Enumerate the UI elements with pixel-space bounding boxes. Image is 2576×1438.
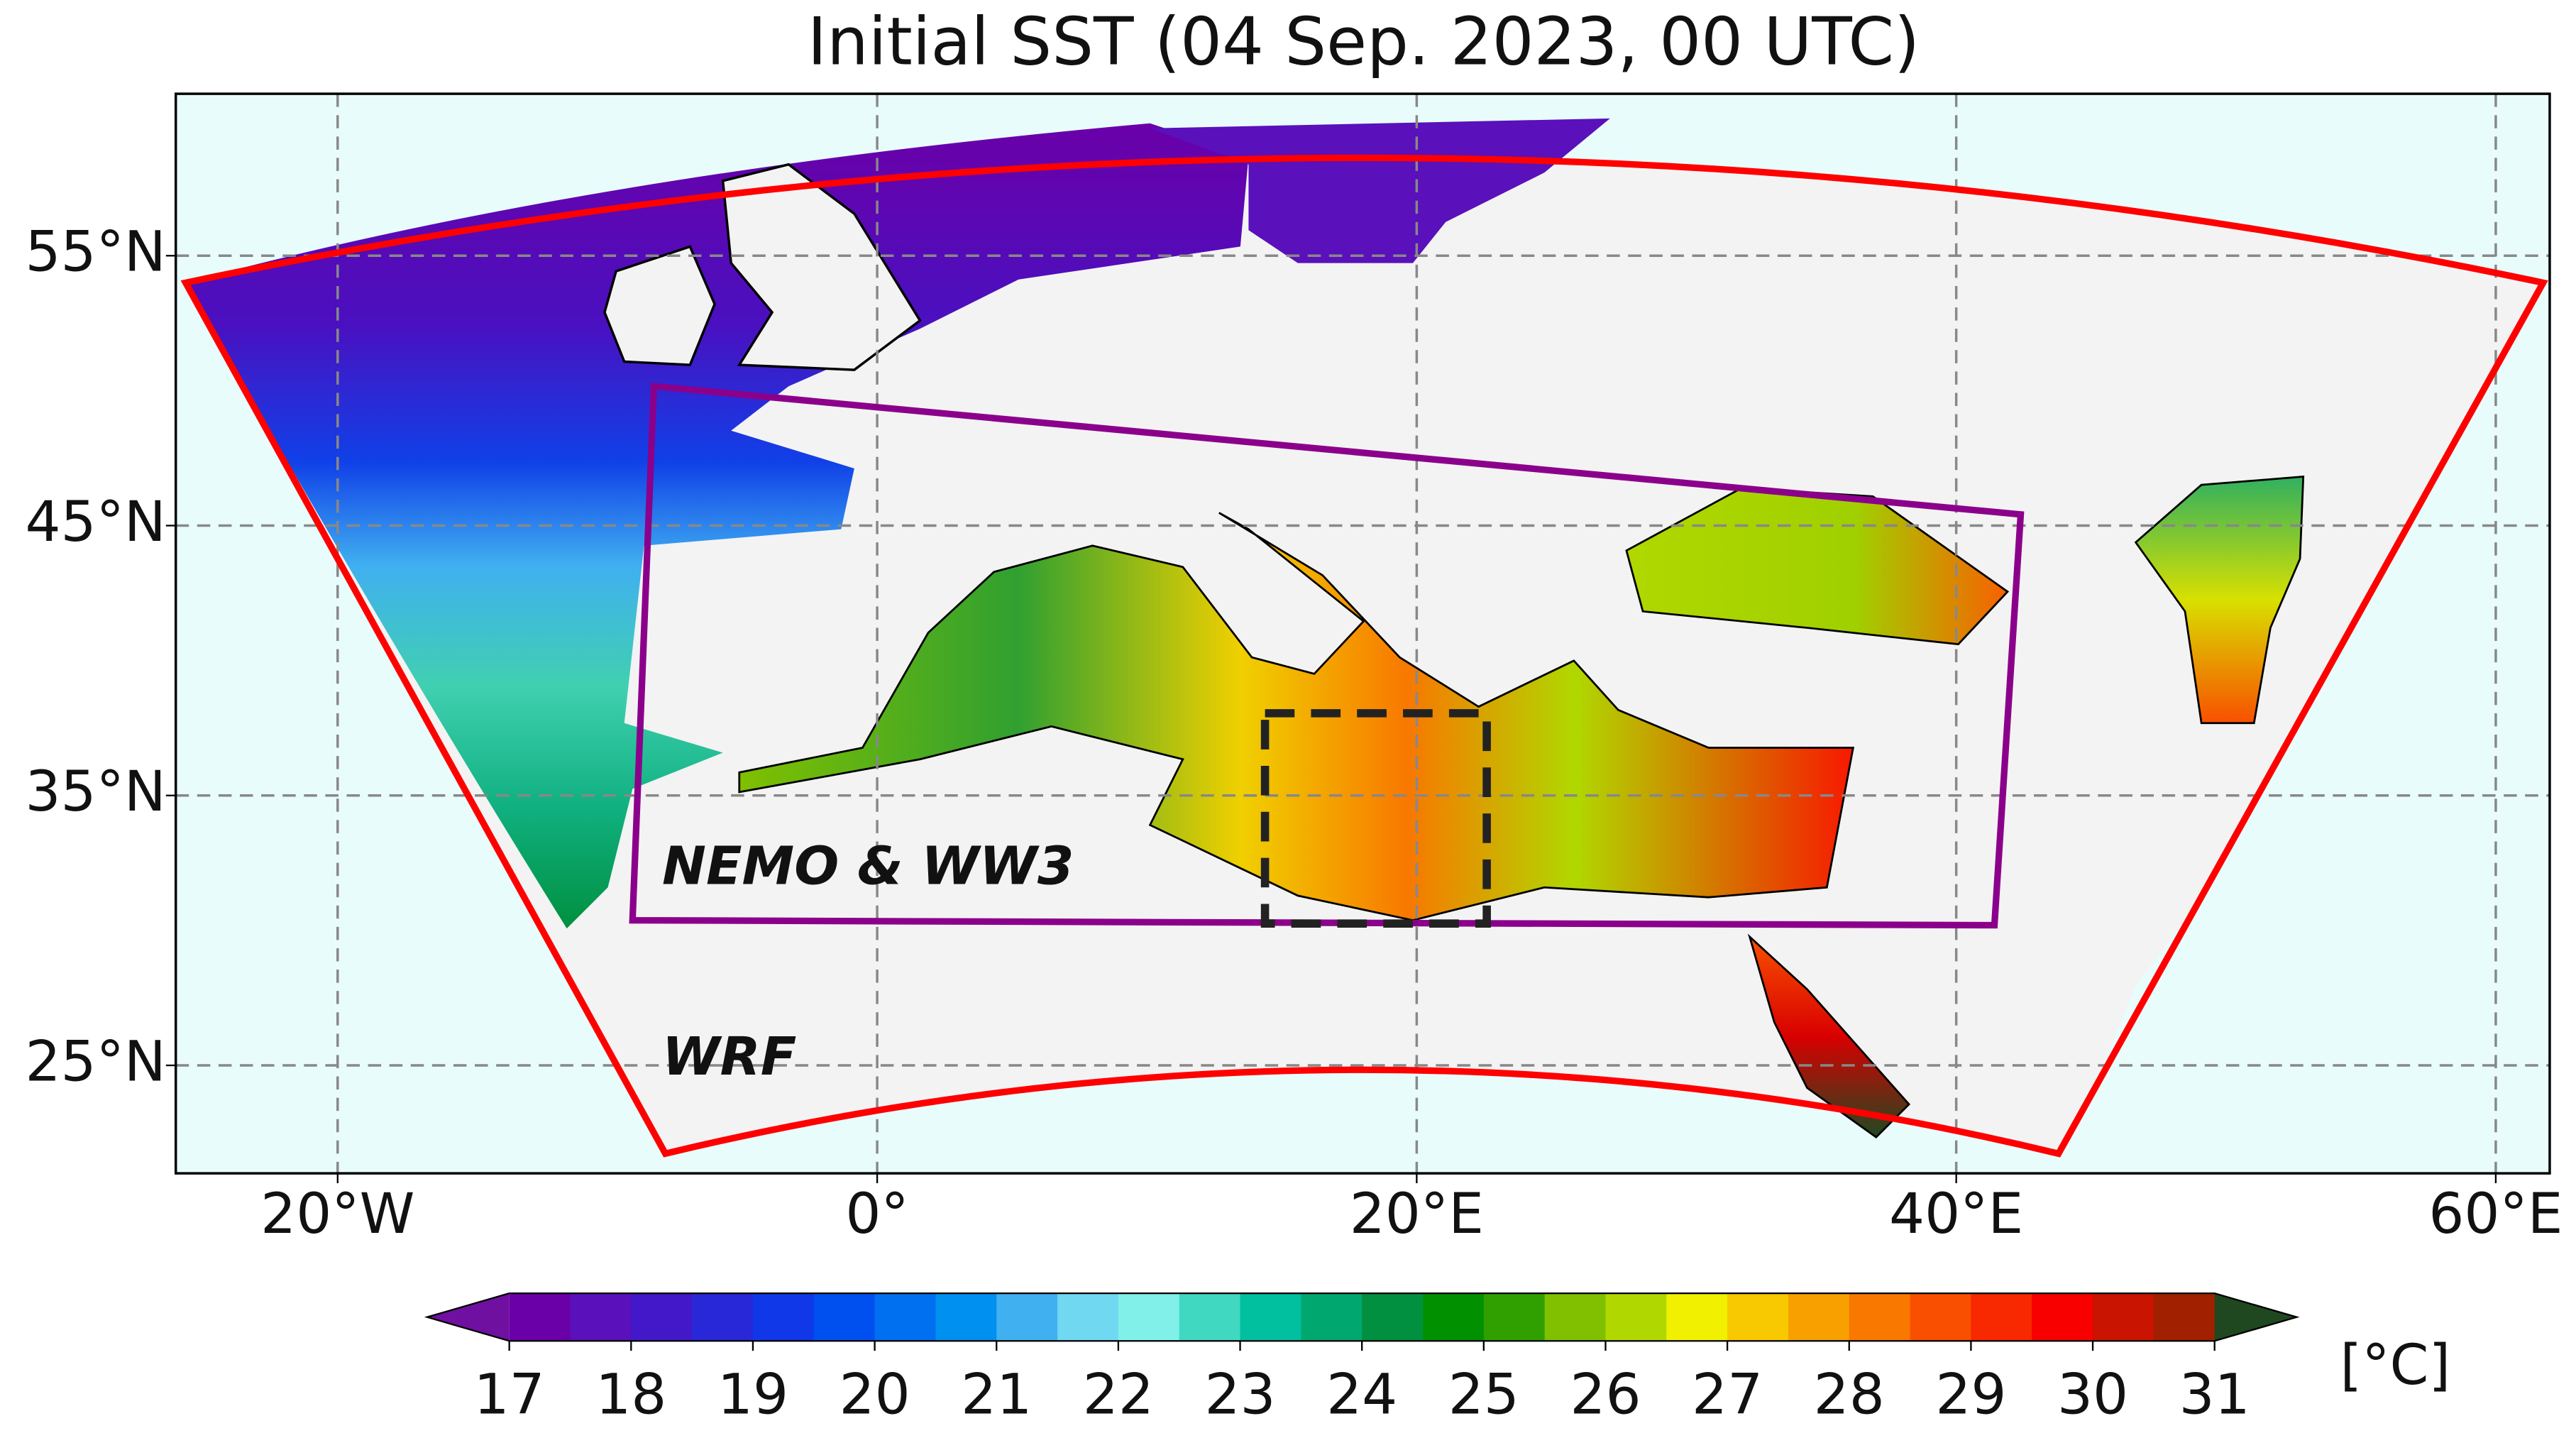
- colorbar-tick-label: 26: [1570, 1362, 1641, 1427]
- y-tick-label: 55°N: [25, 219, 165, 285]
- x-tick-label: 60°E: [2428, 1181, 2563, 1246]
- colorbar-over: [2214, 1293, 2297, 1341]
- colorbar-box: [1910, 1293, 1972, 1341]
- map-frame: [174, 92, 2551, 1175]
- colorbar-box: [935, 1293, 998, 1341]
- colorbar-box: [1971, 1293, 2033, 1341]
- colorbar-tick-label: 21: [961, 1362, 1032, 1427]
- colorbar-tick-label: 19: [717, 1362, 788, 1427]
- y-tick-label: 35°N: [25, 759, 165, 824]
- x-tick-label: 0°: [845, 1181, 908, 1246]
- colorbar-tick-label: 20: [840, 1362, 910, 1427]
- colorbar: 17 18 19 20 21 22 23 24 25 26 27 28 29 30 31: [424, 1292, 2300, 1427]
- colorbar-tick-label: 18: [595, 1362, 666, 1427]
- colorbar-box: [1179, 1293, 1241, 1341]
- focus-box: [1260, 709, 1491, 928]
- colorbar-tick-label: 22: [1083, 1362, 1154, 1427]
- mediterranean-sst: [738, 512, 1855, 922]
- nemo-domain: [629, 383, 2025, 929]
- wrf-domain: [180, 154, 2548, 1158]
- colorbar-under: [426, 1293, 510, 1341]
- colorbar-box: [1666, 1293, 1729, 1341]
- annotation: WRF: [662, 1026, 796, 1087]
- x-tick-label: 40°E: [1889, 1181, 2023, 1246]
- colorbar-box: [1301, 1293, 1363, 1341]
- colorbar-box: [1057, 1293, 1120, 1341]
- y-tick-label: 25°N: [25, 1028, 165, 1094]
- colorbar-box: [1849, 1293, 1911, 1341]
- baltic-sst: [1150, 118, 1610, 263]
- colorbar-box: [813, 1293, 876, 1341]
- colorbar-tick-label: 25: [1448, 1362, 1519, 1427]
- colorbar-box: [1483, 1293, 1546, 1341]
- ireland: [603, 245, 716, 366]
- x-tick-label: 20°W: [260, 1181, 414, 1246]
- colorbar-box: [509, 1293, 571, 1341]
- colorbar-box: [2153, 1293, 2216, 1341]
- colorbar-tick-label: 23: [1204, 1362, 1275, 1427]
- colorbar-box: [631, 1293, 693, 1341]
- colorbar-box: [874, 1293, 937, 1341]
- colorbar-tick-label: 31: [2179, 1362, 2250, 1427]
- colorbar-box: [1240, 1293, 1302, 1341]
- title: Initial SST (04 Sep. 2023, 00 UTC): [808, 3, 1920, 79]
- colorbar-box: [2093, 1293, 2155, 1341]
- caspian-sst: [2134, 476, 2305, 725]
- colorbar-box: [996, 1293, 1059, 1341]
- colorbar-box: [1727, 1293, 1790, 1341]
- colorbar-box: [570, 1293, 632, 1341]
- colorbar-box: [752, 1293, 815, 1341]
- gridlines: [175, 94, 2550, 1174]
- colorbar-tick-label: 30: [2057, 1362, 2128, 1427]
- colorbar-tick-label: 27: [1692, 1362, 1763, 1427]
- map-body: [175, 94, 2550, 1174]
- colorbar-box: [1422, 1293, 1485, 1341]
- colorbar-box: [2032, 1293, 2094, 1341]
- colorbar-box: [1362, 1293, 1424, 1341]
- colorbar-box: [1544, 1293, 1607, 1341]
- colorbar-box: [1118, 1293, 1180, 1341]
- annotation: NEMO & WW3: [662, 835, 1074, 896]
- colorbar-tick-label: 24: [1326, 1362, 1397, 1427]
- x-tick-label: 20°E: [1350, 1181, 1484, 1246]
- colorbar-box: [692, 1293, 754, 1341]
- colorbar-tick-label: 29: [1935, 1362, 2006, 1427]
- colorbar-tick-label: 17: [474, 1362, 545, 1427]
- red-sea-sst: [1747, 933, 1910, 1138]
- colorbar-tick-label: 28: [1814, 1362, 1885, 1427]
- y-tick-label: 45°N: [25, 489, 165, 554]
- colorbar-box: [1605, 1293, 1668, 1341]
- colorbar-box: [1788, 1293, 1850, 1341]
- britain: [721, 163, 922, 371]
- colorbar-unit: [°C]: [2340, 1332, 2450, 1398]
- gulf: [2058, 920, 2550, 1174]
